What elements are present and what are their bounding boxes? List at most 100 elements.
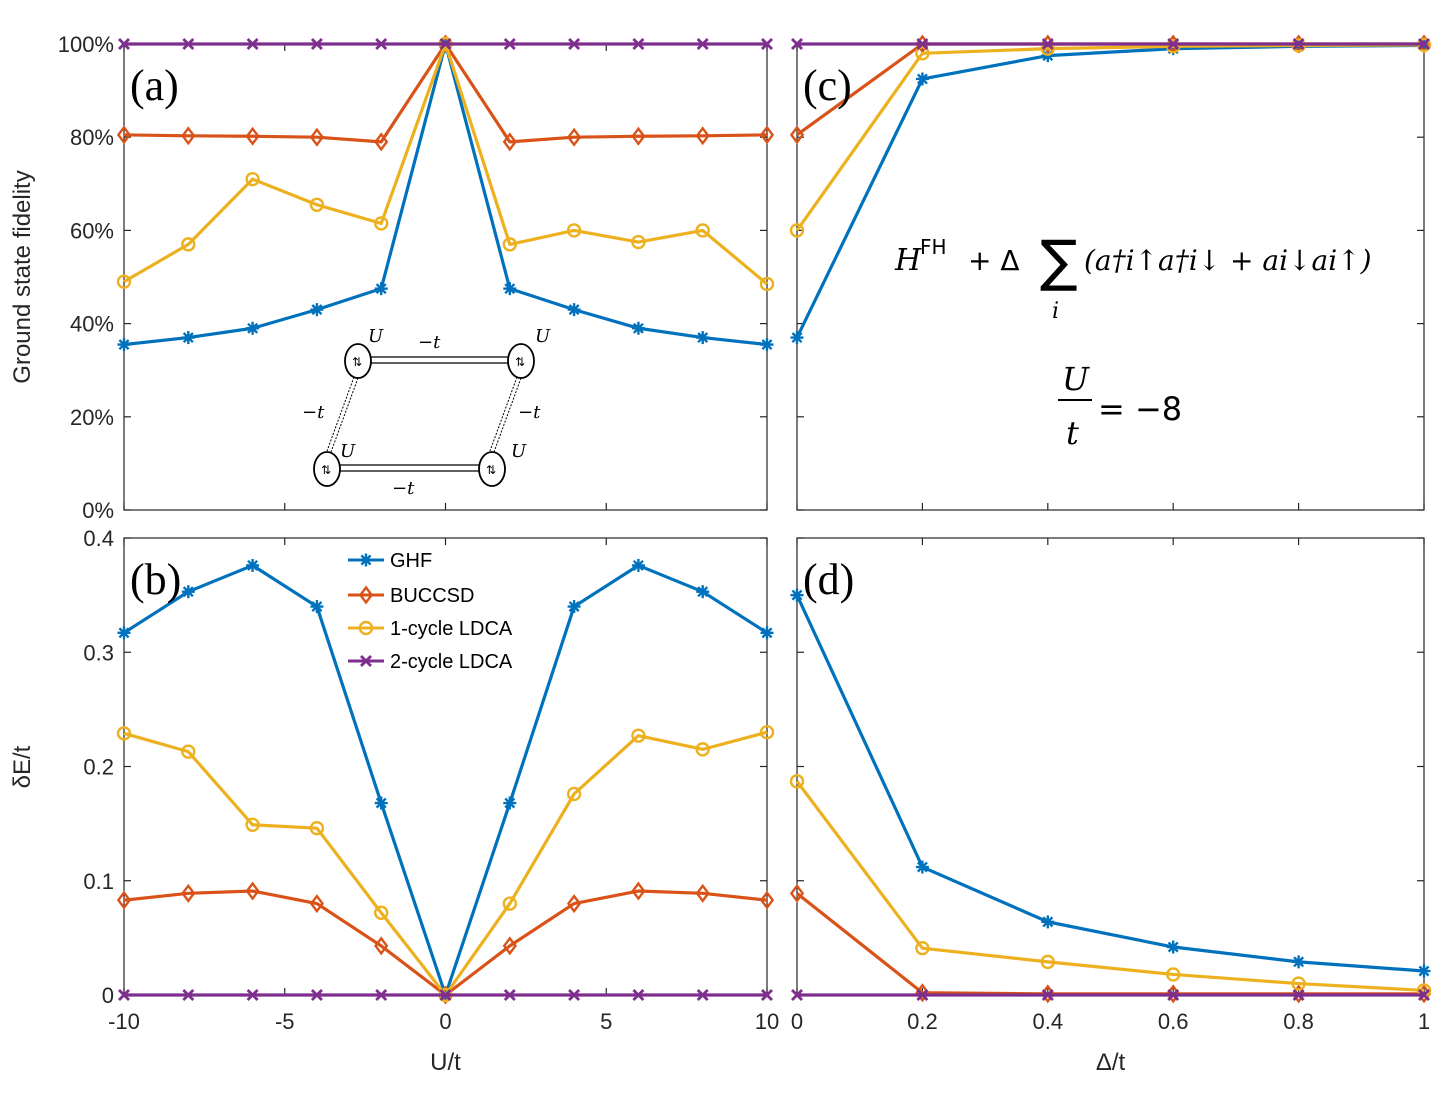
series-line xyxy=(795,43,1425,339)
y-tick-label: 40% xyxy=(70,312,114,337)
data-point xyxy=(567,600,581,614)
data-point xyxy=(916,38,929,50)
series-1-cycle-ldca xyxy=(789,774,1432,998)
data-point xyxy=(695,223,710,238)
series-1-cycle-ldca xyxy=(116,36,775,292)
data-point xyxy=(181,126,196,146)
data-point xyxy=(760,338,774,352)
data-point xyxy=(695,883,710,903)
data-point xyxy=(568,38,581,50)
data-point xyxy=(116,726,132,741)
data-point xyxy=(439,989,452,1001)
legend-marker-icon xyxy=(358,620,374,636)
formula-sum-index: i xyxy=(1052,299,1059,324)
data-point xyxy=(310,600,324,614)
data-point xyxy=(309,127,325,147)
data-point xyxy=(761,38,773,50)
legend-label: BUCCSD xyxy=(390,585,474,607)
spin-pair-icon: ⇅ xyxy=(321,463,331,477)
data-point xyxy=(790,331,804,345)
y-tick-label: 20% xyxy=(70,405,114,430)
data-point xyxy=(181,331,195,345)
y-axis-label: δE/t xyxy=(9,745,36,788)
data-point xyxy=(1292,955,1306,969)
data-point xyxy=(116,274,132,289)
y-tick-label: 0 xyxy=(102,983,114,1008)
data-point xyxy=(246,558,260,572)
y-tick-label: 0.4 xyxy=(83,526,114,551)
data-point xyxy=(245,817,260,832)
formula-fh-superscript: FH xyxy=(920,235,947,259)
data-point xyxy=(1167,38,1180,50)
data-point xyxy=(374,936,389,956)
y-tick-label: 0.1 xyxy=(83,869,114,894)
legend-label: 1-cycle LDCA xyxy=(390,618,513,640)
lattice-site-top-left: ⇅ xyxy=(344,343,372,379)
chart-panel-a: 0% 20% 40% 60% 80% 100% Ground state fidelity (… xyxy=(9,32,775,523)
data-point xyxy=(566,223,582,238)
data-point xyxy=(759,125,775,145)
data-point xyxy=(503,989,516,1001)
series-line xyxy=(123,42,769,286)
y-tick-label: 0.2 xyxy=(83,755,114,780)
x-tick-label: -10 xyxy=(108,1009,140,1034)
hopping-label: −t xyxy=(418,332,441,353)
data-point xyxy=(1166,940,1180,954)
series-buccsd xyxy=(116,881,775,1005)
legend-entry-buccsd: BUCCSD xyxy=(348,585,474,607)
data-point xyxy=(789,223,805,238)
data-point xyxy=(118,38,130,50)
data-point xyxy=(181,883,196,903)
y-axis-label: Ground state fidelity xyxy=(9,170,36,383)
data-point xyxy=(916,989,929,1001)
data-point xyxy=(696,989,709,1001)
x-tick-label: 0.4 xyxy=(1033,1009,1064,1034)
data-point xyxy=(310,989,323,1001)
x-tick-label: 5 xyxy=(600,1009,612,1034)
data-point xyxy=(118,989,130,1001)
onsite-u-label: U xyxy=(511,441,527,462)
hopping-label: −t xyxy=(302,402,325,423)
data-point xyxy=(568,989,581,1001)
data-point xyxy=(116,125,132,145)
formula-pair-term: (a†i↑a†i↓ + ai↓ai↑) xyxy=(1084,244,1372,277)
data-point xyxy=(375,38,388,50)
x-tick-label: 0.2 xyxy=(907,1009,938,1034)
data-point xyxy=(245,126,260,146)
series-buccsd xyxy=(116,34,775,152)
data-point xyxy=(1041,38,1054,50)
data-point xyxy=(1165,967,1181,982)
data-point xyxy=(309,197,325,212)
data-point xyxy=(182,38,195,50)
series-ghf xyxy=(790,588,1431,978)
data-point xyxy=(631,126,646,146)
data-point xyxy=(309,894,325,914)
data-point xyxy=(791,989,803,1001)
y-tick-label: 0% xyxy=(82,498,114,523)
data-point xyxy=(502,896,517,911)
data-point xyxy=(1418,38,1430,50)
data-point xyxy=(1040,954,1056,970)
panel-label: (c) xyxy=(803,61,852,110)
data-point xyxy=(181,237,196,252)
data-point xyxy=(632,989,645,1001)
data-point xyxy=(791,38,803,50)
data-point xyxy=(502,237,517,252)
x-axis-label: U/t xyxy=(430,1049,461,1076)
data-point xyxy=(309,820,325,836)
series-2-cycle-ldca xyxy=(791,989,1430,1001)
data-point xyxy=(760,626,774,640)
series-line xyxy=(123,42,768,144)
x-axis-label: Δ/t xyxy=(1096,1049,1126,1076)
data-point xyxy=(503,796,517,810)
data-point xyxy=(696,585,710,599)
legend-label: GHF xyxy=(390,550,432,572)
spin-pair-icon: ⇅ xyxy=(515,355,525,369)
data-point xyxy=(915,860,929,874)
data-point xyxy=(310,303,324,317)
chart-panel-c: (c) xyxy=(789,34,1432,511)
data-point xyxy=(503,282,517,296)
formula-frac-denominator: t xyxy=(1066,414,1079,452)
series-line xyxy=(123,730,768,997)
